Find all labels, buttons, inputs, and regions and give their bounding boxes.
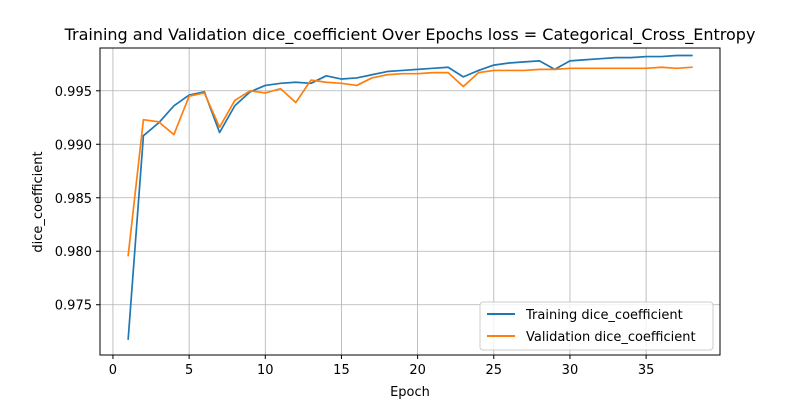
axis-ticks: 0 5 10 15 20 25 30 35 0.975 0.980 0.985 0.990 0.995 <box>55 85 655 378</box>
series-line-validation <box>127 66 693 257</box>
x-axis-label: Epoch <box>390 385 430 400</box>
plot-series <box>127 54 693 340</box>
y-tick-label: 0.975 <box>55 299 92 314</box>
grid-lines <box>100 48 720 355</box>
x-tick-label: 15 <box>333 363 350 378</box>
x-tick-label: 20 <box>409 363 426 378</box>
x-tick-label: 30 <box>562 363 579 378</box>
legend-label-training: Training dice_coefficient <box>525 308 683 323</box>
x-tick-label: 35 <box>638 363 655 378</box>
chart-title: Training and Validation dice_coefficient… <box>64 25 756 45</box>
y-axis-label: dice_coefficient <box>31 151 46 252</box>
legend-box <box>479 301 714 351</box>
x-tick-label: 5 <box>185 363 193 378</box>
plot-frame <box>99 47 721 356</box>
y-tick-label: 0.980 <box>55 245 92 260</box>
legend-label-validation: Validation dice_coefficient <box>526 330 696 345</box>
x-tick-label: 25 <box>486 363 503 378</box>
y-tick-label: 0.985 <box>55 192 92 207</box>
x-tick-label: 10 <box>257 363 274 378</box>
y-tick-label: 0.995 <box>55 85 92 100</box>
chart-legend: Training dice_coefficient Validation dic… <box>479 301 714 351</box>
series-line-training <box>127 54 693 340</box>
x-tick-label: 0 <box>109 363 117 378</box>
y-tick-label: 0.990 <box>55 138 92 153</box>
